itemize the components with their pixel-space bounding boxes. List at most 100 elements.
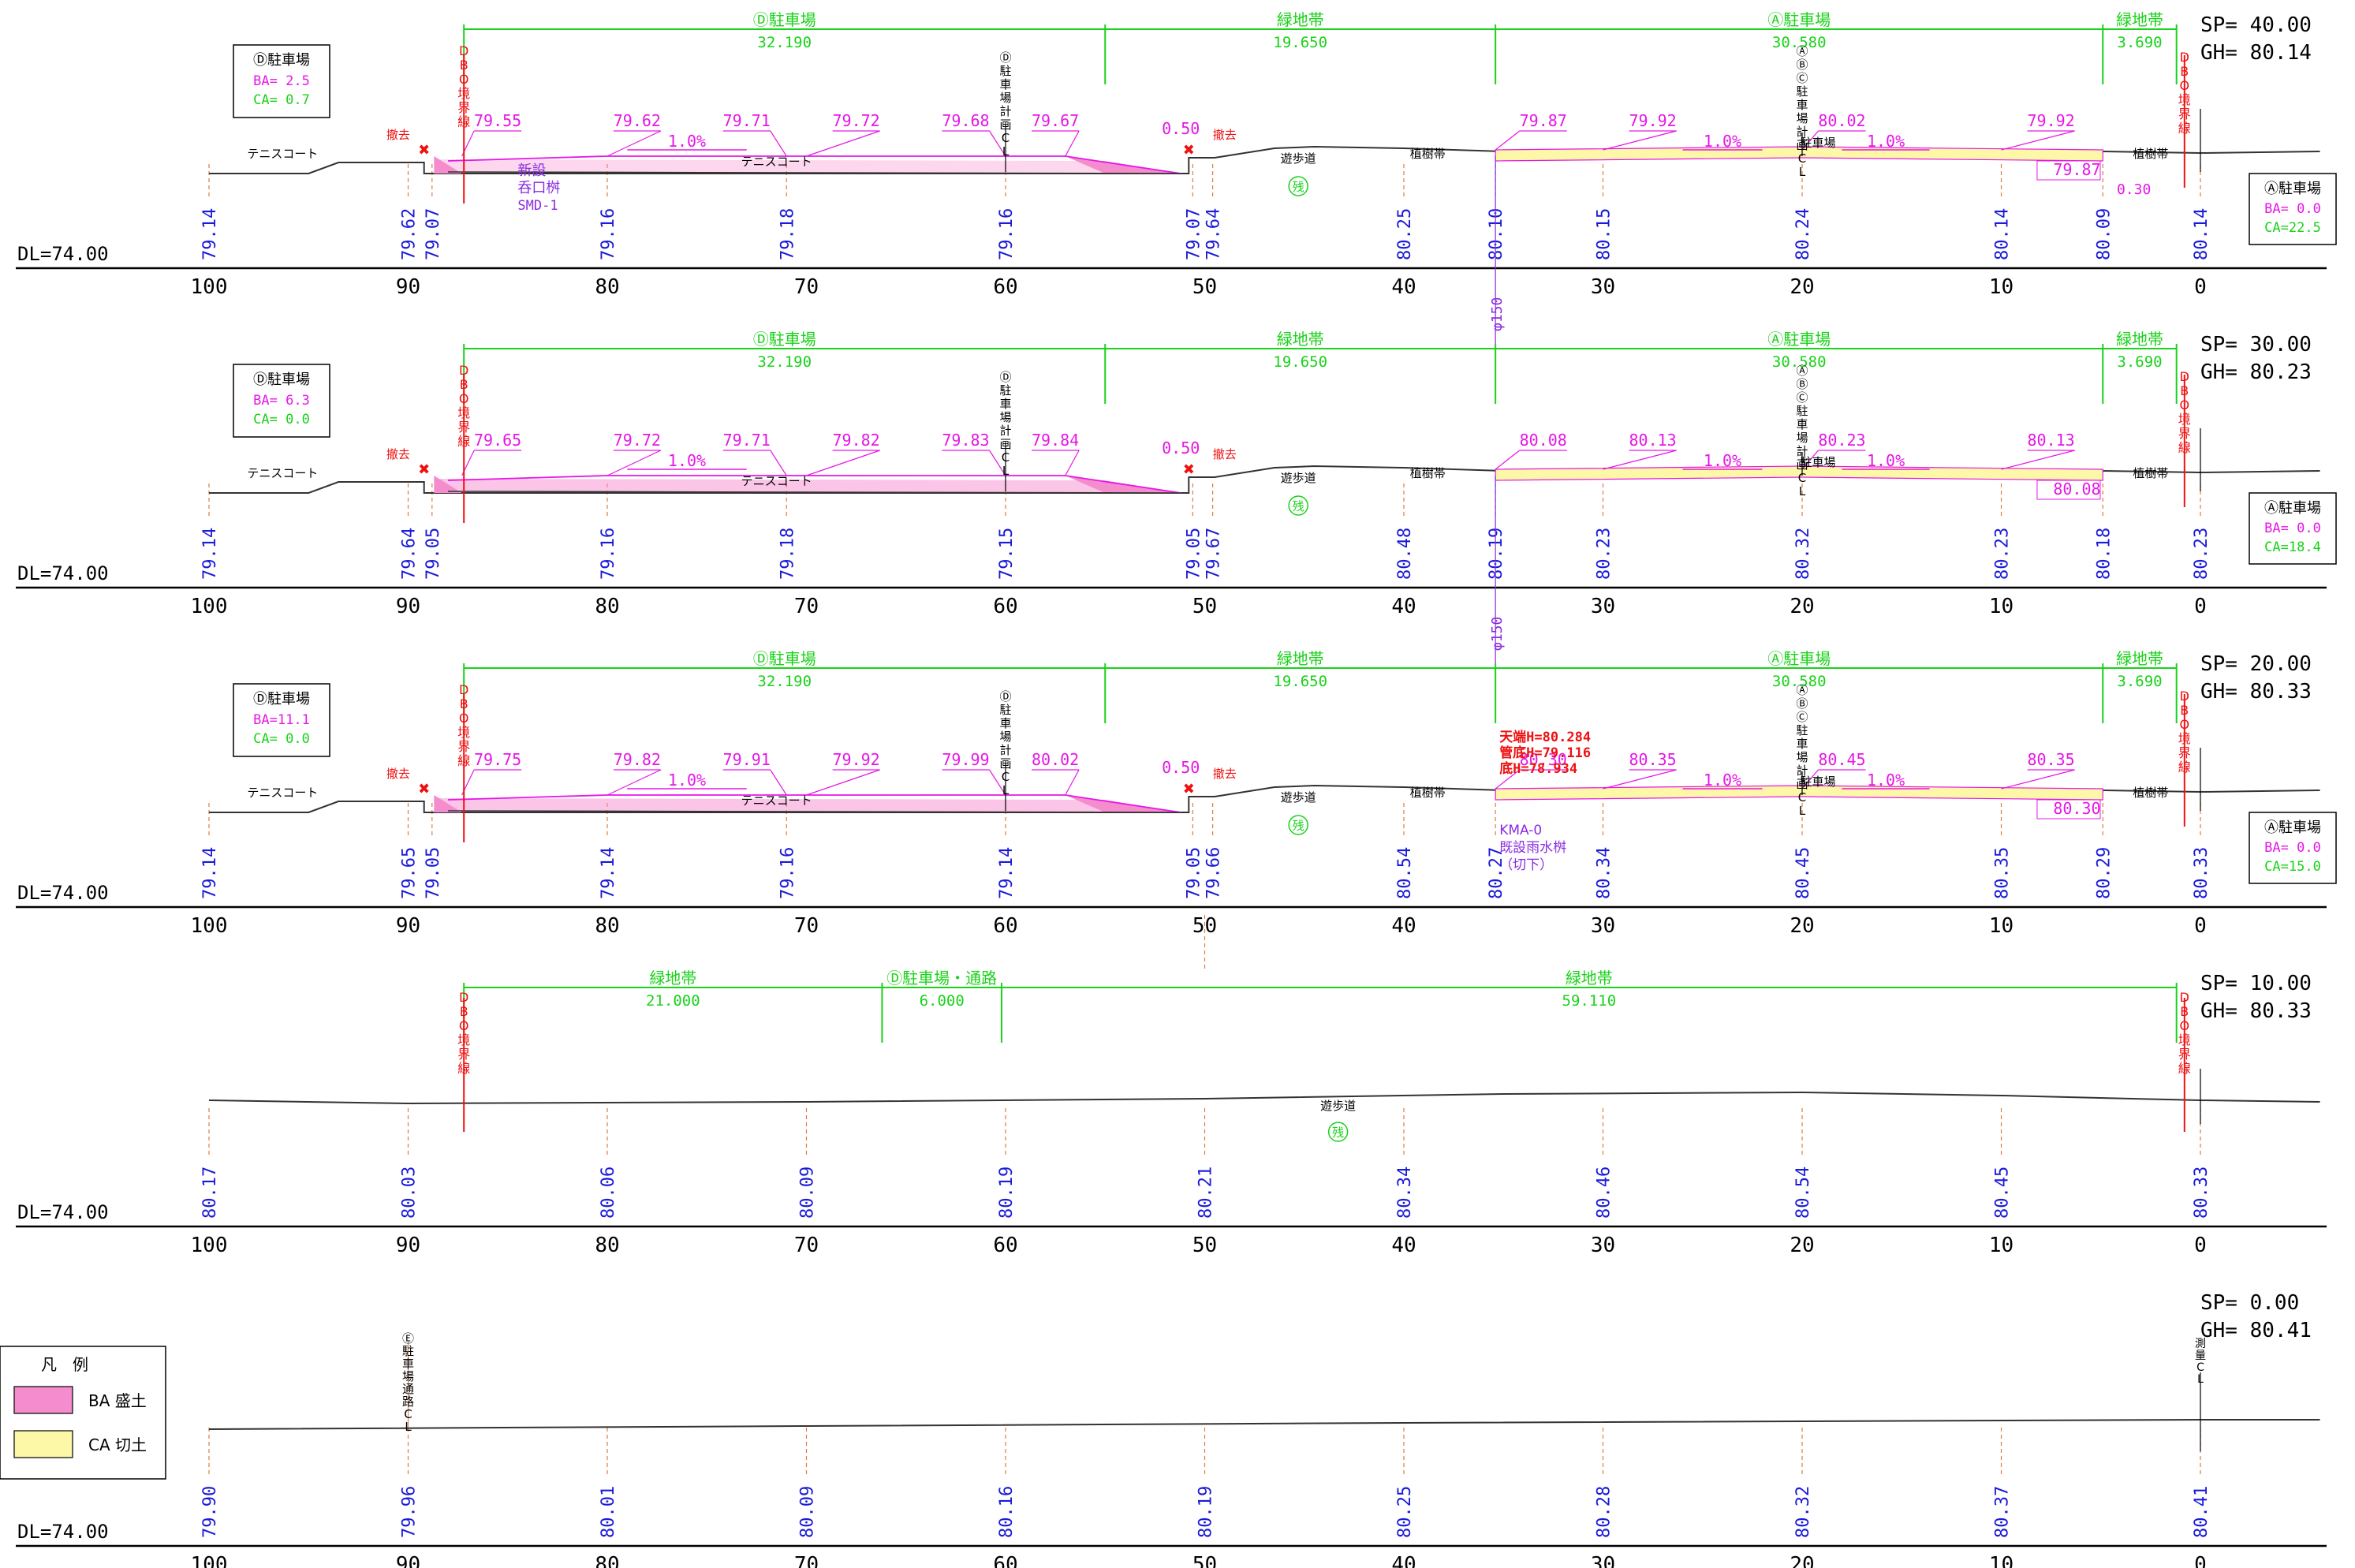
station-number: 80 [595, 275, 619, 299]
elevation-label: 79.90 [200, 1486, 220, 1538]
station-number: 90 [396, 914, 420, 938]
parking-label: 駐車場 [1800, 775, 1835, 789]
elevation-label: 80.19 [1196, 1486, 1216, 1538]
station-number: 30 [1591, 1234, 1615, 1257]
zone-width: 3.690 [2117, 34, 2162, 51]
design-elevation-leader [2001, 769, 2075, 790]
station-number: 90 [396, 275, 420, 299]
station-number: 70 [794, 914, 819, 938]
note-smd: SMD-1 [517, 198, 558, 214]
vertical-char: 場 [402, 1369, 414, 1383]
vertical-char: O [2180, 717, 2190, 732]
vertical-char: 車 [1796, 98, 1808, 112]
vertical-char: O [2180, 1018, 2190, 1033]
vertical-char: C [1002, 770, 1010, 784]
elevation-label: 80.32 [1793, 528, 1813, 580]
station-number: 60 [993, 275, 1017, 299]
slope-label: 1.0% [668, 771, 706, 790]
gh-value: GH= 80.33 [2200, 999, 2312, 1023]
vertical-char: C [2196, 1361, 2204, 1374]
elevation-label: 79.14 [200, 208, 220, 260]
zone-width: 3.690 [2117, 353, 2162, 371]
ground-line [208, 1419, 2320, 1430]
sp-value: SP= 0.00 [2200, 1291, 2299, 1315]
design-line-left [447, 794, 1181, 813]
volume-ba: BA= 0.0 [2264, 840, 2321, 856]
vertical-char: B [460, 58, 468, 73]
vertical-char: O [459, 72, 469, 87]
elevation-label: 79.05 [1184, 528, 1204, 580]
elevation-label: 80.41 [2192, 1486, 2211, 1538]
design-elevation: 80.02 [1032, 750, 1079, 769]
planting-strip-label: 植樹帯 [2133, 147, 2168, 161]
design-elevation: 79.92 [833, 750, 880, 769]
elevation-label: 80.16 [997, 1486, 1017, 1538]
remove-x-mark: ✖ [1183, 142, 1195, 159]
design-elevation: 79.83 [942, 431, 989, 450]
elevation-label: 80.19 [1487, 528, 1506, 580]
vertical-char: Ⓒ [1796, 390, 1808, 405]
sp-value: SP= 40.00 [2200, 13, 2312, 37]
volume-ca: CA= 0.7 [253, 92, 310, 108]
legend-label: CA 切土 [88, 1435, 147, 1454]
vertical-char: 駐 [999, 703, 1011, 717]
elevation-label: 79.15 [997, 528, 1017, 580]
fill-wedge-BA [434, 156, 462, 174]
design-elevation-leader [2001, 130, 2075, 151]
vertical-char: 計 [999, 424, 1011, 438]
station-number: 0 [2194, 914, 2207, 938]
elevation-label: 80.54 [1395, 847, 1415, 899]
vertical-char: C [1002, 131, 1010, 145]
planting-strip-label: 植樹帯 [1410, 466, 1446, 480]
slope-label: 1.0% [1867, 132, 1905, 151]
design-elevation: 80.13 [1629, 431, 1677, 450]
vertical-char: 境 [2178, 731, 2191, 746]
design-elevation-leader [806, 130, 880, 157]
parking-label: 駐車場 [1800, 136, 1835, 150]
design-elevation-leader [806, 450, 880, 476]
vertical-char: L [1799, 165, 1806, 179]
vertical-char: 場 [999, 91, 1011, 105]
design-elevation: 80.13 [2028, 431, 2075, 450]
elevation-label: 79.18 [778, 208, 797, 260]
station-number: 60 [993, 914, 1017, 938]
vertical-char: 境 [2178, 1032, 2191, 1047]
volume-box-title: Ⓐ駐車場 [2264, 181, 2321, 197]
remain-label: 残 [1293, 499, 1304, 513]
volume-ba: BA= 0.0 [2264, 201, 2321, 217]
vertical-char: 車 [402, 1357, 414, 1371]
walkway-label: 遊歩道 [1281, 151, 1316, 166]
walkway-label: 遊歩道 [1281, 790, 1316, 805]
vertical-char: 画 [1796, 777, 1808, 791]
elevation-label: 80.34 [1395, 1167, 1415, 1219]
elevation-label: 79.16 [599, 208, 618, 260]
vertical-char: C [1798, 151, 1806, 166]
vertical-char: B [460, 696, 468, 711]
elevation-label: 80.46 [1595, 1167, 1614, 1219]
vertical-char: B [2180, 703, 2189, 718]
gh-value: GH= 80.41 [2200, 1319, 2312, 1342]
design-elevation: 79.65 [474, 431, 521, 450]
vertical-char: 駐 [1796, 404, 1808, 418]
vertical-char: Ⓐ [1796, 364, 1808, 378]
vertical-char: 画 [1796, 457, 1808, 472]
design-elevation-leader [988, 769, 1006, 796]
remove-x-mark: ✖ [418, 781, 430, 797]
vertical-char: 界 [457, 420, 470, 435]
vertical-char: L [1002, 144, 1010, 159]
elevation-label: 80.25 [1395, 1486, 1415, 1538]
zone-width: 19.650 [1273, 353, 1327, 371]
station-number: 80 [595, 595, 619, 618]
slope-label: 1.0% [1867, 771, 1905, 790]
station-number: 20 [1790, 1234, 1814, 1257]
design-elevation-leader [1801, 769, 1819, 790]
vertical-char: O [459, 391, 469, 406]
remain-circle [1288, 495, 1308, 516]
design-elevation: 79.84 [1032, 431, 1079, 450]
vertical-char: 駐 [1796, 723, 1808, 737]
station-number: 50 [1192, 1234, 1217, 1257]
